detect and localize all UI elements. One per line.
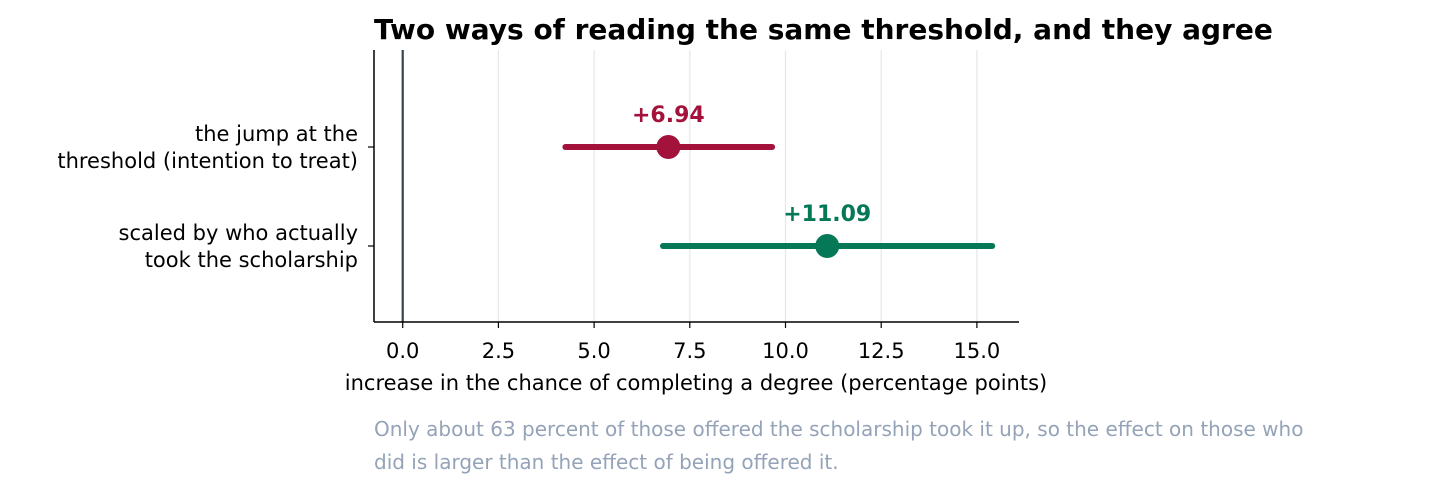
- x-tick-label: 15.0: [954, 339, 1001, 363]
- x-tick-label: 10.0: [762, 339, 809, 363]
- chart-title: Two ways of reading the same threshold, …: [374, 13, 1273, 46]
- data-label: +11.09: [783, 202, 871, 227]
- x-tick-label: 0.0: [386, 339, 419, 363]
- caption-line: did is larger than the effect of being o…: [374, 450, 839, 474]
- x-tick-label: 2.5: [482, 339, 515, 363]
- category-label: scaled by who actually took the scholarsh…: [119, 221, 358, 272]
- point-estimate: [815, 234, 840, 258]
- x-axis-label: increase in the chance of completing a d…: [345, 371, 1047, 395]
- point-estimate: [656, 135, 681, 159]
- caption-line: Only about 63 percent of those offered t…: [374, 417, 1303, 441]
- data-label: +6.94: [632, 103, 705, 128]
- gridlines: [402, 50, 978, 322]
- labels: 0.0 2.5 5.0 7.5 10.0 12.5 15.0 the jump at the t…: [57, 103, 1000, 363]
- x-tick-label: 12.5: [858, 339, 905, 363]
- x-tick-label: 5.0: [577, 339, 610, 363]
- category-label: the jump at the threshold (intention to t…: [57, 122, 358, 173]
- marks: [562, 135, 996, 258]
- axes: [368, 50, 1019, 328]
- caption: Only about 63 percent of those offered t…: [374, 417, 1303, 474]
- x-tick-label: 7.5: [673, 339, 706, 363]
